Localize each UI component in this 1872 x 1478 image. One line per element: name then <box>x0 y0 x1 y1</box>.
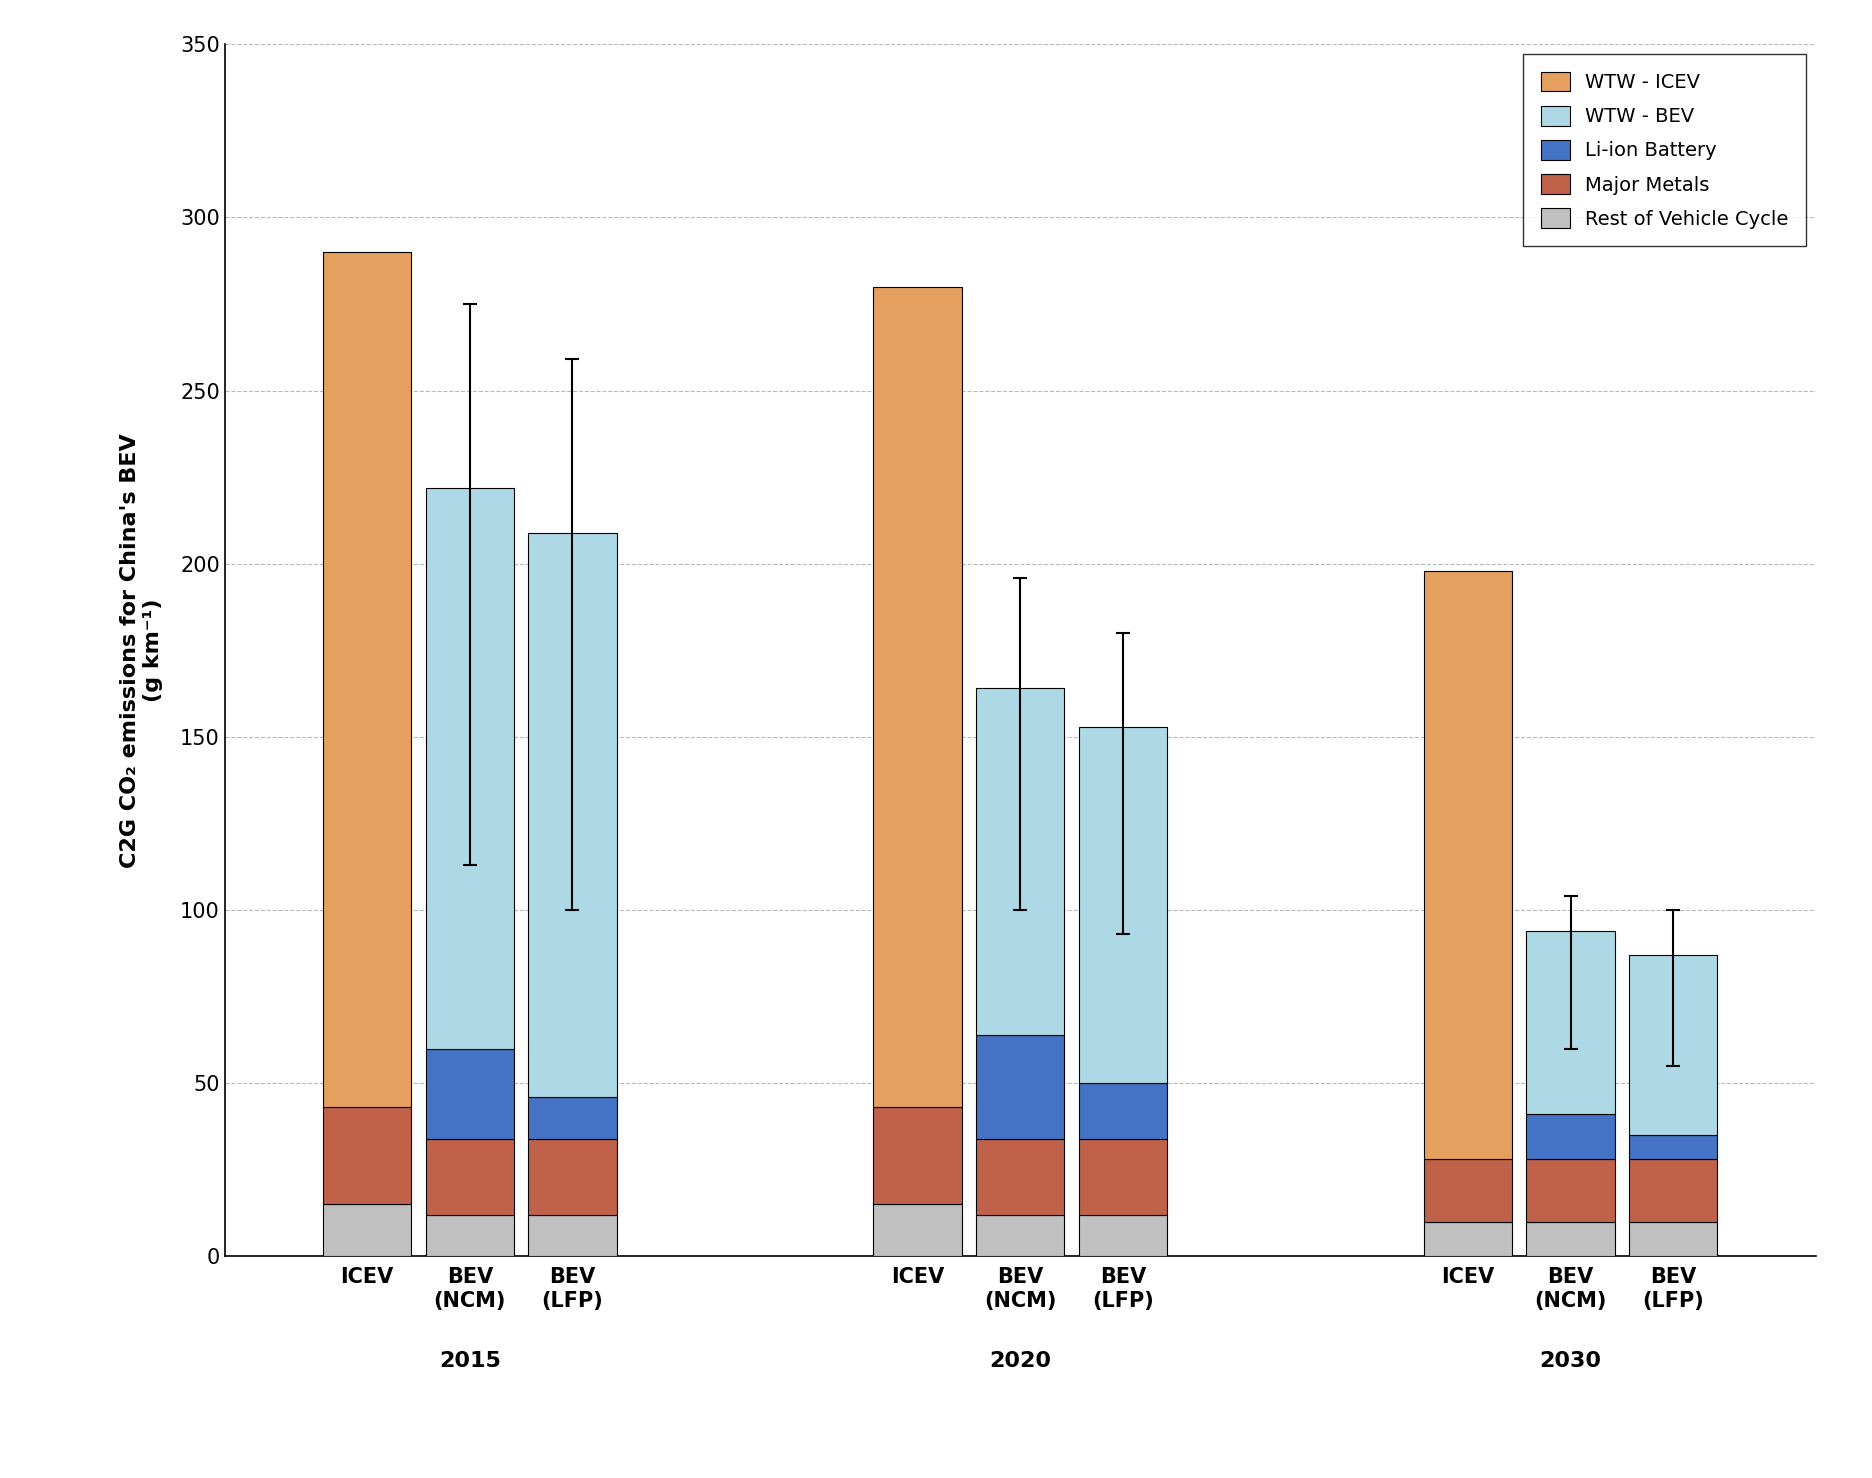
Bar <box>874 1107 962 1205</box>
Bar <box>874 287 962 1107</box>
Bar <box>1425 1222 1513 1256</box>
Bar <box>1425 1159 1513 1222</box>
Bar <box>975 1215 1065 1256</box>
Legend: WTW - ICEV, WTW - BEV, Li-ion Battery, Major Metals, Rest of Vehicle Cycle: WTW - ICEV, WTW - BEV, Li-ion Battery, M… <box>1524 55 1806 247</box>
Bar <box>528 1097 616 1138</box>
Bar <box>874 1205 962 1256</box>
Text: 2015: 2015 <box>438 1351 502 1370</box>
Bar <box>324 253 412 1107</box>
Bar <box>1629 1135 1717 1159</box>
Bar <box>425 1215 515 1256</box>
Bar <box>1526 1222 1616 1256</box>
Text: 2030: 2030 <box>1539 1351 1602 1370</box>
Bar <box>1078 1083 1166 1138</box>
Bar <box>425 1048 515 1138</box>
Bar <box>324 1205 412 1256</box>
Y-axis label: C2G CO₂ emissions for China's BEV
(g km⁻¹): C2G CO₂ emissions for China's BEV (g km⁻… <box>120 433 163 868</box>
Bar <box>425 488 515 1048</box>
Bar <box>425 1138 515 1215</box>
Bar <box>1629 1222 1717 1256</box>
Bar <box>975 689 1065 1035</box>
Bar <box>528 532 616 1097</box>
Bar <box>1078 1215 1166 1256</box>
Bar <box>528 1215 616 1256</box>
Bar <box>1526 1114 1616 1159</box>
Bar <box>1629 1159 1717 1222</box>
Bar <box>975 1035 1065 1138</box>
Bar <box>1078 1138 1166 1215</box>
Bar <box>975 1138 1065 1215</box>
Bar <box>324 1107 412 1205</box>
Bar <box>528 1138 616 1215</box>
Bar <box>1425 571 1513 1159</box>
Bar <box>1078 727 1166 1083</box>
Bar <box>1526 1159 1616 1222</box>
Text: 2020: 2020 <box>988 1351 1052 1370</box>
Bar <box>1629 955 1717 1135</box>
Bar <box>1526 931 1616 1114</box>
